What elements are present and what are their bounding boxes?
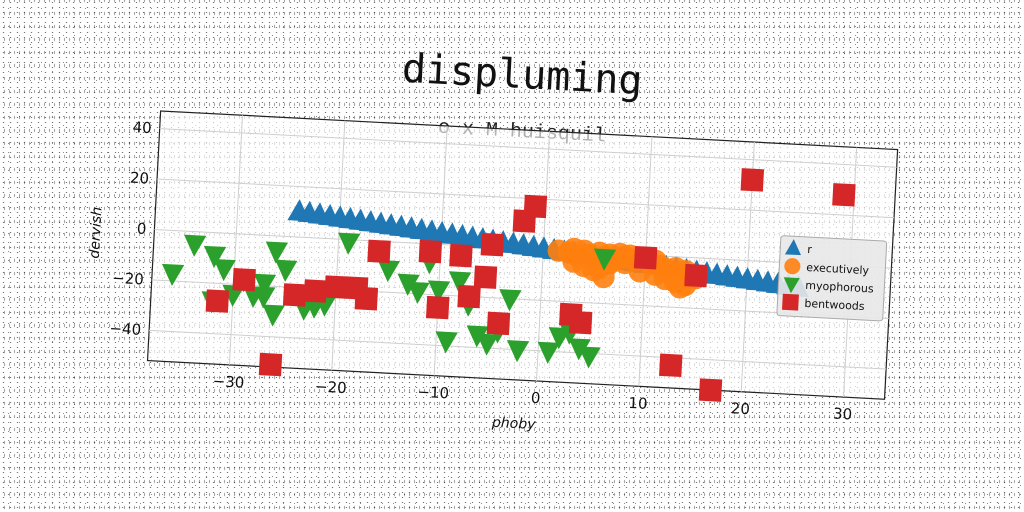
data-point xyxy=(449,243,473,268)
data-point xyxy=(205,289,230,313)
data-point xyxy=(265,241,289,264)
legend-label: executively xyxy=(806,261,870,277)
data-point xyxy=(203,245,227,268)
data-point xyxy=(258,352,283,377)
data-point xyxy=(659,353,683,378)
x-tick-label: 20 xyxy=(730,399,750,418)
data-point xyxy=(448,271,472,294)
data-point xyxy=(344,276,369,300)
legend-label: myophorous xyxy=(805,279,874,296)
y-grid-line xyxy=(151,279,889,320)
data-point xyxy=(367,239,391,264)
data-point xyxy=(473,265,498,289)
data-point xyxy=(523,194,548,219)
data-point xyxy=(425,295,450,320)
data-point xyxy=(499,289,522,312)
data-point xyxy=(568,338,591,361)
data-point xyxy=(698,378,723,402)
data-point xyxy=(282,283,307,307)
data-point xyxy=(740,168,765,192)
data-point xyxy=(232,267,256,292)
x-tick-label: 10 xyxy=(628,394,648,413)
data-point xyxy=(161,263,185,287)
data-point xyxy=(457,284,481,309)
y-tick-label: −40 xyxy=(109,319,142,339)
x-tick-label: 30 xyxy=(833,405,853,424)
data-point xyxy=(397,273,420,296)
y-grid-line xyxy=(159,128,897,168)
data-point xyxy=(486,311,511,336)
data-point xyxy=(407,281,430,304)
data-point xyxy=(184,234,207,257)
data-point xyxy=(684,263,708,288)
tick-labels: −30 −20 −10 0 10 20 30 −40 −20 0 20 40 xyxy=(109,118,853,424)
data-point xyxy=(633,246,658,270)
data-point xyxy=(275,259,298,282)
data-point xyxy=(262,304,285,327)
x-axis-label: phoby xyxy=(491,415,537,433)
data-point xyxy=(253,273,277,296)
data-point xyxy=(568,310,593,335)
x-grid-line xyxy=(331,120,346,371)
data-point xyxy=(506,340,530,363)
x-tick-label: −20 xyxy=(315,377,348,397)
data-point xyxy=(338,232,361,255)
legend-marker xyxy=(784,258,801,275)
legend-marker xyxy=(784,239,802,256)
data-point xyxy=(466,325,489,348)
x-tick-label: −10 xyxy=(417,383,450,403)
y-tick-label: −20 xyxy=(112,269,145,289)
y-tick-label: 0 xyxy=(136,220,146,238)
data-point xyxy=(476,333,499,356)
data-point xyxy=(578,346,601,369)
y-tick-label: 40 xyxy=(132,118,152,137)
data-point xyxy=(537,341,560,364)
data-point xyxy=(377,259,400,283)
data-point xyxy=(303,279,328,303)
data-point xyxy=(593,248,617,271)
data-point xyxy=(253,286,276,309)
data-point xyxy=(592,265,615,289)
legend-box xyxy=(776,235,888,322)
data-point xyxy=(480,232,505,257)
chart-title: displuming xyxy=(401,46,644,105)
x-grid-line xyxy=(228,115,244,365)
data-point xyxy=(418,239,443,264)
legend-label: r xyxy=(807,243,813,256)
data-point xyxy=(435,331,458,354)
plot-area: −30 −20 −10 0 10 20 30 −40 −20 0 20 40 r executively… xyxy=(87,110,899,433)
legend-marker xyxy=(783,277,800,294)
y-axis-label: dervish xyxy=(87,207,106,259)
y-tick-label: 20 xyxy=(130,169,150,188)
data-point xyxy=(213,258,236,282)
x-tick-label: −30 xyxy=(212,372,245,392)
data-point xyxy=(427,280,451,303)
data-point xyxy=(832,183,856,207)
data-point xyxy=(324,275,348,299)
legend-label: bentwoods xyxy=(804,297,865,313)
x-tick-label: 0 xyxy=(530,389,540,407)
legend-marker xyxy=(782,293,799,311)
data-marks xyxy=(161,168,856,402)
series-bentwoods xyxy=(205,168,856,402)
